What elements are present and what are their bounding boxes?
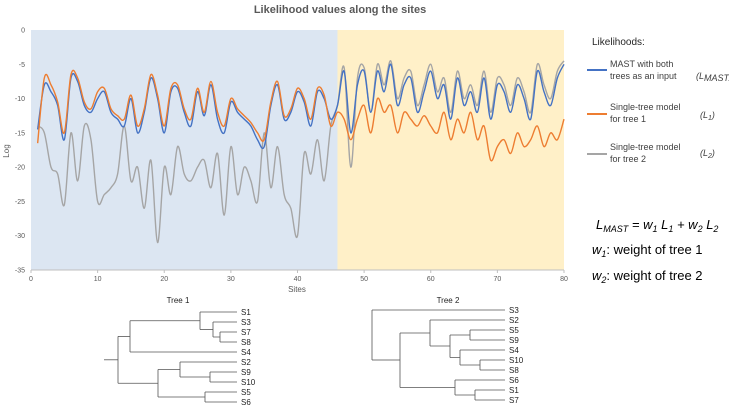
tree-2-leaf-label: S10 bbox=[509, 356, 524, 365]
y-tick-label: -30 bbox=[15, 233, 25, 240]
y-axis-label: Log bbox=[2, 144, 11, 157]
y-tick-label: -20 bbox=[15, 165, 25, 172]
legend-symbol-l1: (L1) bbox=[700, 110, 715, 122]
y-tick-label: -25 bbox=[15, 199, 25, 206]
y-tick-label: -5 bbox=[19, 62, 25, 69]
series-line-mast bbox=[36, 63, 565, 150]
series-line-l2 bbox=[37, 60, 565, 244]
tree-1-leaf-label: S4 bbox=[241, 348, 251, 357]
tree-2-branches bbox=[371, 309, 505, 401]
x-tick-label: 40 bbox=[294, 276, 302, 283]
tree-1-leaf-label: S5 bbox=[241, 388, 251, 397]
background-regions bbox=[31, 30, 564, 270]
tree-1-region bbox=[31, 30, 338, 270]
series-lines bbox=[36, 60, 565, 244]
mixture-equation: LMAST = w1 L1 + w2 L2 bbox=[596, 217, 718, 234]
y-axis-ticks: 0 -5 -10 -15 -20 -25 -30 -35 bbox=[15, 28, 25, 275]
tree-2-leaf-label: S8 bbox=[509, 366, 519, 375]
x-tick-label: 80 bbox=[560, 276, 568, 283]
y-tick-label: -35 bbox=[15, 268, 25, 275]
tree-2-region bbox=[337, 30, 564, 270]
weight-tree-1-definition: w1: weight of tree 1 bbox=[592, 242, 703, 259]
tree-1-leaf-label: S6 bbox=[241, 398, 251, 407]
tree-2-leaf-label: S7 bbox=[509, 396, 519, 405]
equations: LMAST = w1 L1 + w2 L2 w1: weight of tree… bbox=[592, 217, 718, 285]
tree-1-leaf-label: S8 bbox=[241, 338, 251, 347]
x-tick-label: 30 bbox=[227, 276, 235, 283]
legend-label-mast-line1: MAST with both bbox=[610, 59, 673, 69]
legend-entry-mast: MAST with both trees as an input (LMAST) bbox=[587, 59, 729, 83]
tree-2-leaf-label: S9 bbox=[509, 336, 519, 345]
y-tick-label: 0 bbox=[21, 28, 25, 35]
tree-1-leaf-label: S7 bbox=[241, 328, 251, 337]
tree-1-leaf-label: S10 bbox=[241, 378, 256, 387]
x-tick-label: 0 bbox=[29, 276, 33, 283]
x-axis-label: Sites bbox=[288, 285, 306, 294]
tree-1-branches bbox=[104, 311, 237, 403]
tree-1-title: Tree 1 bbox=[167, 296, 190, 305]
x-tick-label: 10 bbox=[94, 276, 102, 283]
legend-label-l2-line2: for tree 2 bbox=[610, 154, 646, 164]
tree-2-leaf-label: S6 bbox=[509, 376, 519, 385]
tree-2-leaf-label: S4 bbox=[509, 346, 519, 355]
legend-title: Likelihoods: bbox=[592, 37, 645, 48]
tree-1-leaf-label: S9 bbox=[241, 368, 251, 377]
legend-label-l1-line1: Single-tree model bbox=[610, 102, 681, 112]
tree-1-leaf-label: S1 bbox=[241, 308, 251, 317]
x-tick-label: 50 bbox=[360, 276, 368, 283]
chart-title: Likelihood values along the sites bbox=[254, 4, 426, 16]
legend-label-l2-line1: Single-tree model bbox=[610, 142, 681, 152]
legend: Likelihoods: MAST with both trees as an … bbox=[587, 37, 729, 164]
x-tick-label: 20 bbox=[160, 276, 168, 283]
legend-label-mast-line2: trees as an input bbox=[610, 71, 677, 81]
tree-2-leaf-label: S2 bbox=[509, 316, 519, 325]
legend-entry-l2: Single-tree model for tree 2 (L2) bbox=[587, 142, 715, 164]
tree-2-leaf-label: S3 bbox=[509, 306, 519, 315]
x-tick-label: 70 bbox=[493, 276, 501, 283]
tree-2-leaf-label: S5 bbox=[509, 326, 519, 335]
legend-label-l1-line2: for tree 1 bbox=[610, 114, 646, 124]
legend-symbol-l2: (L2) bbox=[700, 148, 715, 160]
weight-tree-2-definition: w2: weight of tree 2 bbox=[592, 268, 703, 285]
tree-2-leaf-label: S1 bbox=[509, 386, 519, 395]
x-axis-ticks: 0 10 20 30 40 50 60 70 80 bbox=[29, 270, 568, 283]
series-line-l1 bbox=[36, 69, 565, 162]
tree-2-title: Tree 2 bbox=[437, 296, 460, 305]
legend-entry-l1: Single-tree model for tree 1 (L1) bbox=[587, 102, 715, 124]
tree-1-leaf-label: S3 bbox=[241, 318, 251, 327]
y-tick-label: -15 bbox=[15, 130, 25, 137]
y-tick-label: -10 bbox=[15, 96, 25, 103]
legend-symbol-mast: (LMAST) bbox=[696, 71, 729, 83]
x-tick-label: 60 bbox=[427, 276, 435, 283]
tree-1-leaf-label: S2 bbox=[241, 358, 251, 367]
